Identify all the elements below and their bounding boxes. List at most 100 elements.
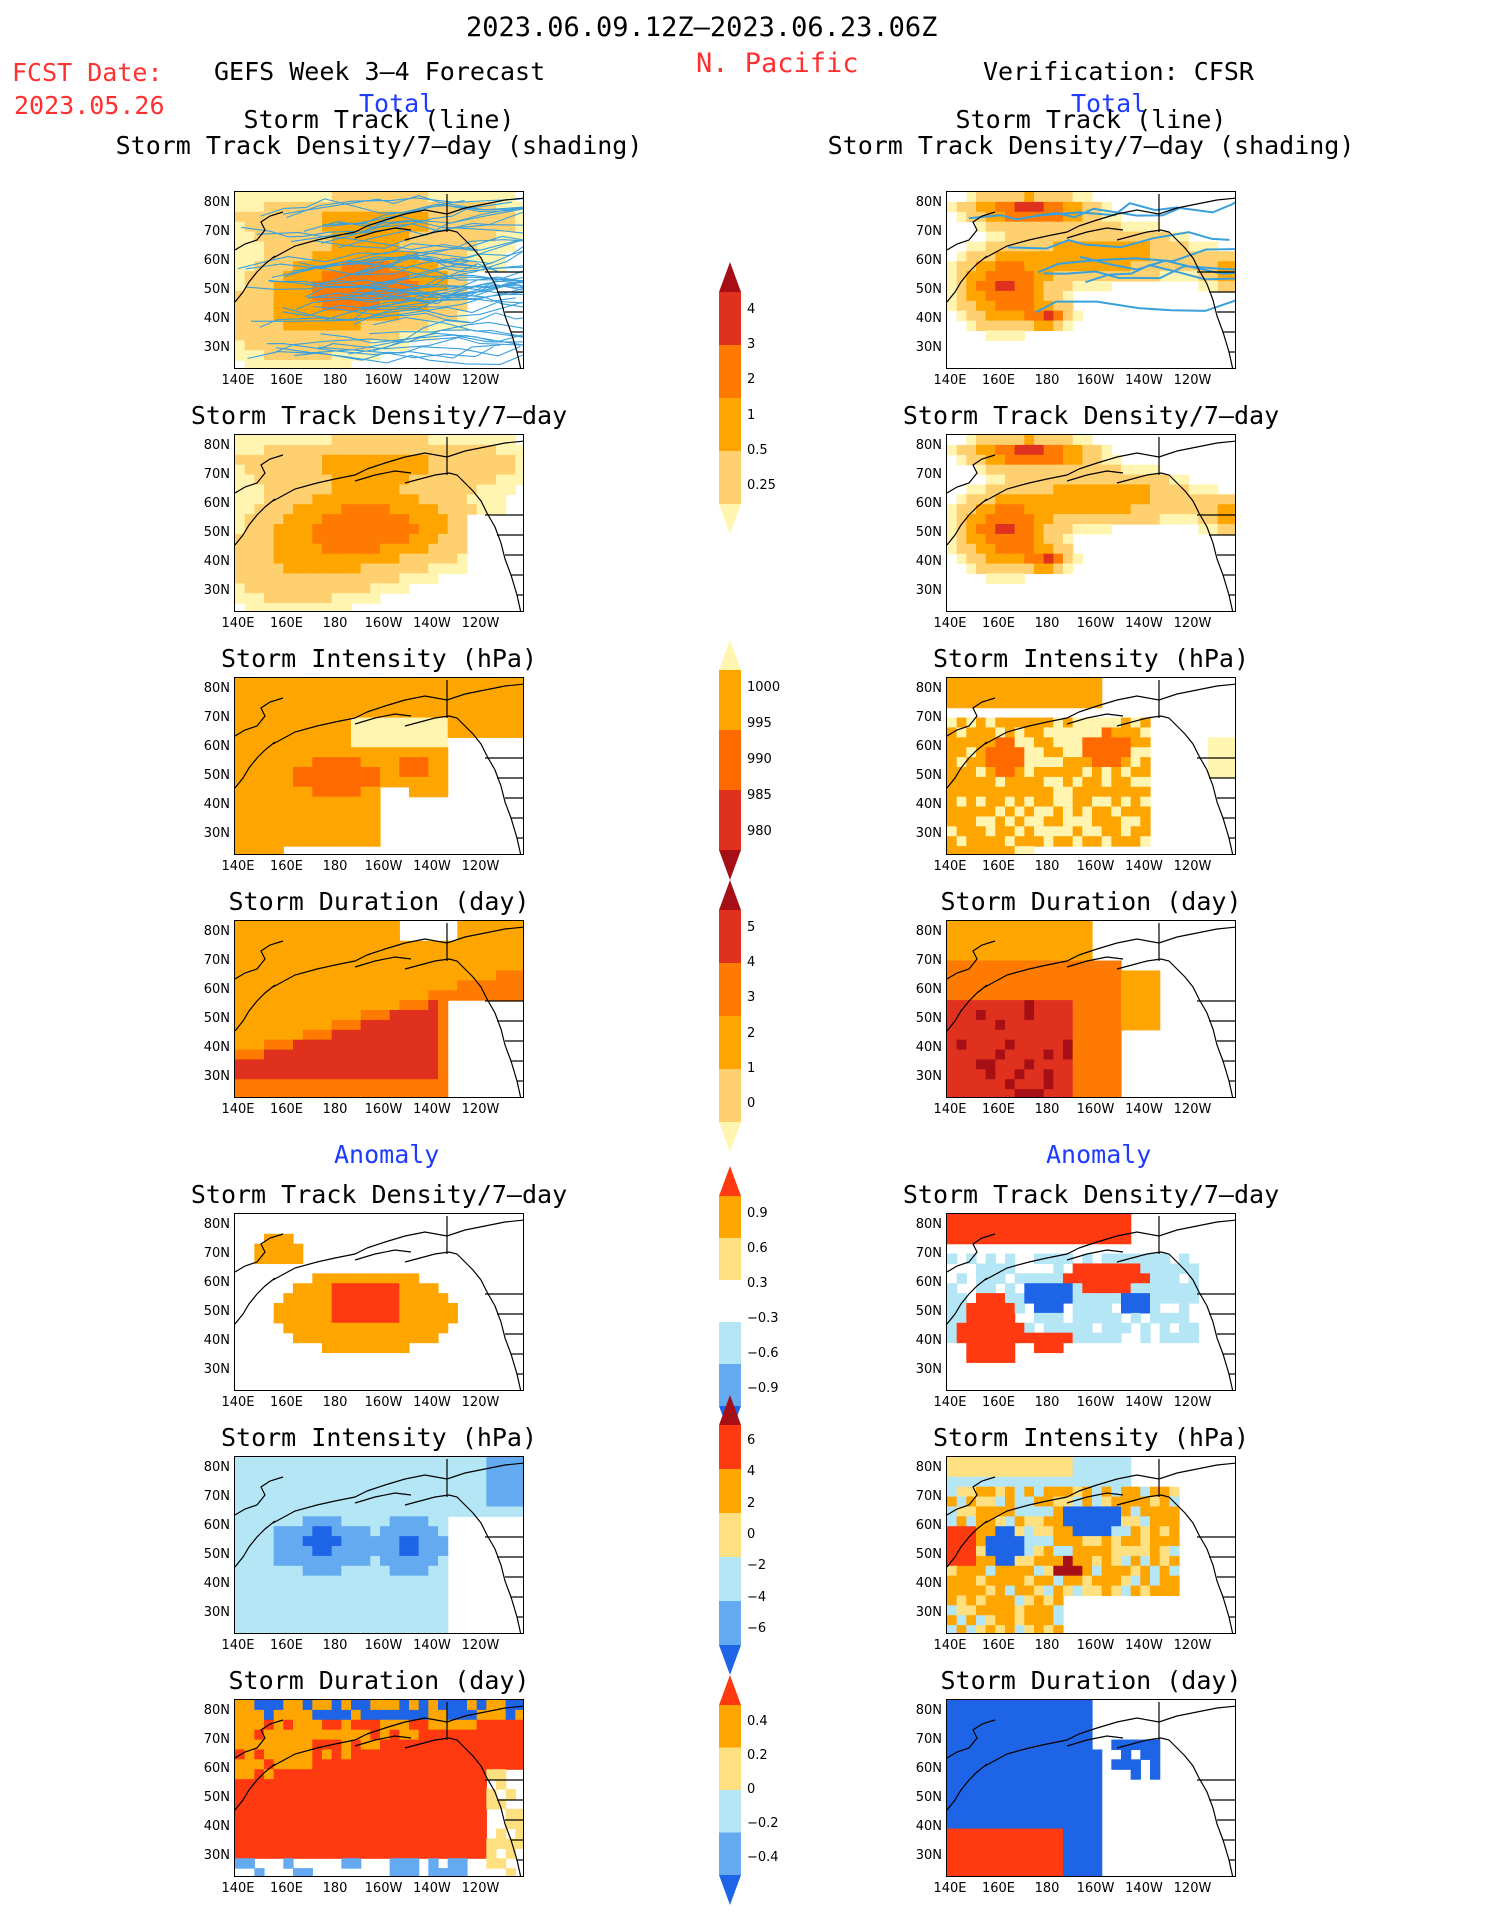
field-cell [486,465,496,475]
field-cell [1034,504,1044,514]
field-cell [1044,807,1054,817]
field-cell [1024,980,1034,990]
field-cell [312,1605,322,1615]
field-cell [986,1079,996,1089]
field-cell [947,1605,957,1615]
field-cell [1140,484,1150,494]
field-cell [370,573,380,583]
lon-tick-label: 180 [323,1638,348,1653]
field-cell [293,1333,303,1343]
field-cell [1150,1000,1160,1010]
field-cell [390,1457,400,1467]
field-cell [1102,1497,1112,1507]
field-cell [245,593,255,603]
field-cell [245,1799,255,1809]
field-cell [1121,807,1131,817]
field-cell [303,514,313,524]
lat-tick-label: 40N [906,1040,942,1055]
field-cell [274,678,284,688]
field-cell [1024,222,1034,232]
field-cell [1111,1030,1121,1040]
field-cell [1169,1283,1179,1293]
field-cell [1073,921,1083,931]
field-cell [235,1710,245,1720]
field-cell [370,1457,380,1467]
field-cell [957,980,967,990]
field-cell [283,475,293,485]
field-cell [1131,980,1141,990]
field-cell [341,455,351,465]
field-cell [370,1526,380,1536]
field-cell [341,514,351,524]
field-cell [1102,767,1112,777]
field-cell [1092,797,1102,807]
field-cell [1082,767,1092,777]
field-cell [341,1293,351,1303]
field-cell [332,1293,342,1303]
field-cell [976,241,986,251]
field-cell [1015,1020,1025,1030]
field-cell [1121,1556,1131,1566]
field-cell [332,455,342,465]
field-cell [976,1526,986,1536]
field-cell [1150,1497,1160,1507]
field-cell [1024,767,1034,777]
lon-tick-label: 140W [1125,1638,1163,1653]
field-cell [1024,1536,1034,1546]
field-cell [1005,1010,1015,1020]
field-cell [254,807,264,817]
field-cell [1015,1516,1025,1526]
field-cell [1140,990,1150,1000]
field-cell [235,1730,245,1740]
field-cell [283,1079,293,1089]
field-cell [399,1700,409,1710]
field-cell [1179,1293,1189,1303]
field-cell [957,1234,967,1244]
field-cell [399,484,409,494]
field-cell [274,1595,284,1605]
field-cell [1140,494,1150,504]
field-cell [1140,727,1150,737]
field-cell [274,1710,284,1720]
field-cell [986,301,996,311]
field-cell [1015,757,1025,767]
field-cell [399,1625,409,1634]
field-cell [351,727,361,737]
field-cell [370,1556,380,1566]
field-cell [995,465,1005,475]
field-cell [1044,554,1054,564]
field-cell [322,807,332,817]
field-cell [264,281,274,291]
field-cell [1005,1323,1015,1333]
field-cell [1034,1566,1044,1576]
field-cell [1121,1586,1131,1596]
field-cell [235,1809,245,1819]
field-cell [322,970,332,980]
field-cell [976,688,986,698]
field-cell [341,826,351,836]
field-cell [1092,990,1102,1000]
field-cell [506,931,516,941]
field-cell [245,747,255,757]
field-cell [1034,564,1044,574]
field-cell [976,1576,986,1586]
field-cell [1015,1576,1025,1586]
field-cell [283,1858,293,1868]
field-cell [351,1759,361,1769]
field-cell [370,435,380,445]
field-cell [264,340,274,350]
field-cell [409,787,419,797]
map-panel-int-forecast [234,677,524,855]
field-cell [332,1313,342,1323]
field-cell [370,1625,380,1634]
field-cell [467,990,477,1000]
field-cell [303,1050,313,1060]
field-cell [1189,514,1199,524]
field-cell [370,1720,380,1730]
lat-tick-label: 70N [906,467,942,482]
field-cell [254,534,264,544]
field-cell [264,330,274,340]
field-cell [235,1769,245,1779]
field-cell [332,1789,342,1799]
field-cell [254,291,264,301]
